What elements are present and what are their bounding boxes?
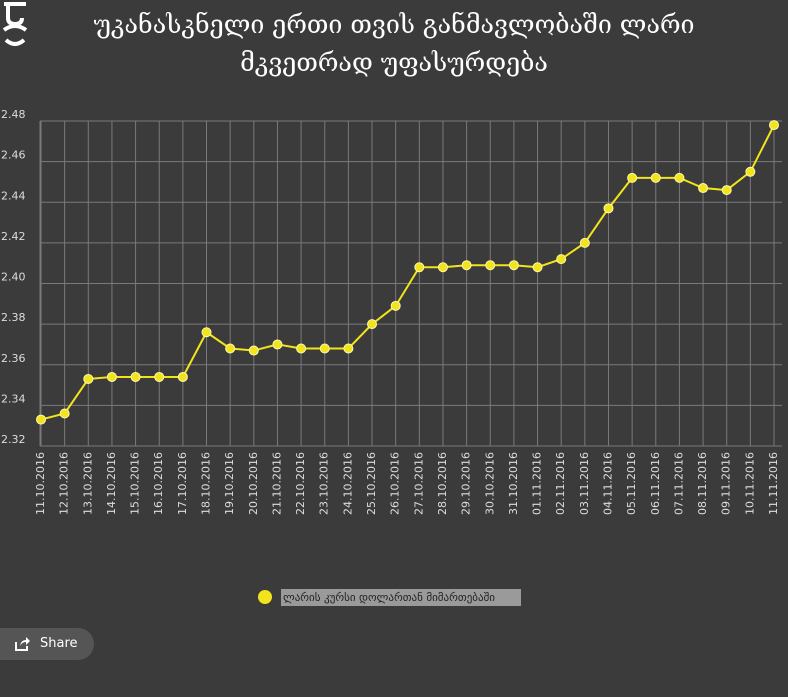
data-point (579, 237, 590, 248)
y-tick-label: 2.32 (1, 433, 26, 446)
y-tick-label: 2.36 (1, 352, 26, 365)
data-point (461, 260, 472, 271)
x-tick-label: 14.10.2016 (105, 452, 118, 515)
data-point (698, 183, 709, 194)
data-point (627, 172, 638, 183)
x-tick-label: 12.10.2016 (58, 452, 71, 515)
x-tick-label: 16.10.2016 (152, 452, 165, 515)
y-tick-label: 2.44 (1, 189, 26, 202)
data-point (721, 185, 732, 196)
data-point (154, 371, 165, 382)
data-point (367, 319, 378, 330)
y-tick-label: 2.34 (1, 392, 26, 405)
x-tick-label: 19.10.2016 (223, 452, 236, 515)
data-point (674, 172, 685, 183)
data-point (83, 373, 94, 384)
data-point (225, 343, 236, 354)
x-tick-label: 13.10.2016 (81, 452, 94, 515)
x-tick-label: 18.10.2016 (200, 452, 213, 515)
x-tick-label: 05.11.2016 (625, 452, 638, 515)
y-tick-label: 2.40 (1, 271, 26, 284)
x-tick-label: 26.10.2016 (389, 452, 402, 515)
data-point (343, 343, 354, 354)
data-point (390, 300, 401, 311)
legend-marker (258, 590, 272, 604)
x-tick-label: 22.10.2016 (294, 452, 307, 515)
share-button[interactable]: Share (0, 628, 94, 660)
data-point (769, 120, 779, 131)
data-point (414, 262, 425, 273)
data-point (36, 414, 46, 425)
data-point (177, 371, 188, 382)
x-tick-label: 02.11.2016 (554, 452, 567, 515)
x-tick-label: 11.11.2016 (767, 452, 780, 515)
legend-highlight (281, 589, 521, 606)
series-line (40, 124, 775, 421)
x-tick-label: 09.11.2016 (720, 452, 733, 515)
x-tick-label: 06.11.2016 (649, 452, 662, 515)
data-point (201, 327, 212, 338)
y-tick-label: 2.42 (1, 230, 26, 243)
x-tick-label: 10.11.2016 (743, 452, 756, 515)
share-icon (15, 637, 30, 651)
y-tick-label: 2.46 (1, 149, 26, 162)
x-tick-label: 21.10.2016 (270, 452, 283, 515)
data-point (296, 343, 307, 354)
x-tick-label: 03.11.2016 (578, 452, 591, 515)
y-tick-label: 2.38 (1, 311, 26, 324)
x-tick-label: 15.10.2016 (129, 452, 142, 515)
x-tick-label: 29.10.2016 (460, 452, 473, 515)
data-point (485, 260, 496, 271)
x-tick-label: 24.10.2016 (341, 452, 354, 515)
share-label: Share (40, 636, 78, 651)
data-point (556, 254, 567, 265)
x-tick-label: 27.10.2016 (412, 452, 425, 515)
y-tick-label: 2.48 (1, 108, 26, 121)
x-tick-label: 25.10.2016 (365, 452, 378, 515)
x-tick-label: 07.11.2016 (672, 452, 685, 515)
data-point (650, 172, 661, 183)
data-point (532, 262, 543, 273)
x-tick-label: 20.10.2016 (247, 452, 260, 515)
x-tick-label: 17.10.2016 (176, 452, 189, 515)
x-tick-label: 30.10.2016 (483, 452, 496, 515)
x-tick-label: 28.10.2016 (436, 452, 449, 515)
data-point (319, 343, 330, 354)
data-point (106, 371, 117, 382)
data-point (130, 371, 141, 382)
x-tick-label: 31.10.2016 (507, 452, 520, 515)
x-tick-label: 11.10.2016 (34, 452, 47, 515)
chart-title: უკანასკნელი ერთი თვის განმავლობაში ლარი … (93, 10, 695, 77)
data-point (508, 260, 519, 271)
x-tick-label: 23.10.2016 (318, 452, 331, 515)
x-tick-label: 08.11.2016 (696, 452, 709, 515)
data-point (745, 166, 756, 177)
logo (2, 2, 28, 46)
data-point (272, 339, 283, 350)
data-point (437, 262, 448, 273)
data-point (248, 345, 259, 356)
data-point (59, 408, 70, 419)
x-tick-label: 04.11.2016 (601, 452, 614, 515)
data-point (603, 203, 614, 214)
x-tick-label: 01.11.2016 (531, 452, 544, 515)
legend-label: ლარის კურსი დოლართან მიმართებაში (283, 591, 495, 604)
